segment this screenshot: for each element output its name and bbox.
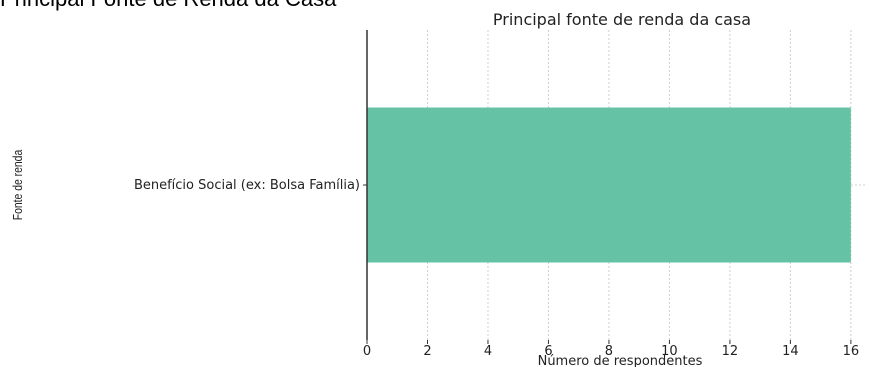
chart-title: Principal fonte de renda da casa (493, 10, 751, 29)
y-tick-label: Benefício Social (ex: Bolsa Família) (134, 178, 360, 193)
bars (367, 107, 851, 263)
y-ticks: Benefício Social (ex: Bolsa Família) (134, 178, 367, 193)
bar (367, 107, 851, 263)
x-tick-label: 2 (423, 344, 431, 359)
x-tick-label: 14 (782, 344, 799, 359)
page-heading: Principal Fonte de Renda da Casa (0, 0, 336, 12)
x-tick-label: 8 (605, 344, 613, 359)
x-axis-label: Número de respondentes (538, 354, 703, 367)
x-tick-label: 16 (843, 344, 860, 359)
x-ticks: 0 2 4 6 8 10 12 14 16 (363, 340, 859, 359)
x-tick-label: 0 (363, 344, 371, 359)
x-tick-label: 12 (722, 344, 739, 359)
x-tick-label: 4 (484, 344, 492, 359)
x-tick-label: 10 (661, 344, 678, 359)
y-axis-label: Fonte de renda (11, 149, 25, 220)
x-tick-label: 6 (544, 344, 552, 359)
